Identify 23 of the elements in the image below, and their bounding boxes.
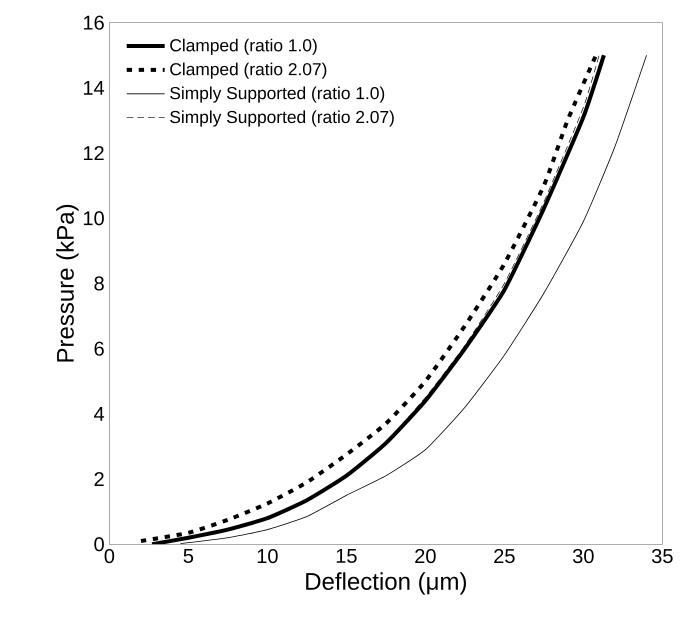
y-tick-label: 14 [84,81,104,95]
x-tick-label: 30 [572,548,594,564]
x-tick-label: 35 [652,548,673,564]
y-tick-label: 8 [94,276,104,291]
x-tick-label: 5 [184,548,194,563]
y-tick-label: 6 [94,342,104,356]
legend-label: Clamped (ratio 1.0) [170,38,317,55]
y-tick-label: 16 [84,16,104,30]
y-axis-title: Pressure (kPa) [56,204,79,362]
x-tick-label: 10 [258,548,278,564]
legend-label: Simply Supported (ratio 1.0) [170,86,384,103]
x-tick-label: 20 [415,548,436,564]
y-tick-label: 0 [94,537,104,552]
y-tick-label: 4 [94,406,104,421]
y-tick-label: 12 [84,146,104,160]
x-tick-label: 25 [494,548,515,564]
x-tick-label: 0 [104,548,114,564]
x-tick-label: 15 [336,548,357,563]
x-axis-title: Deflection (μm) [306,572,466,595]
y-tick-label: 2 [94,472,104,486]
legend-label: Simply Supported (ratio 2.07) [170,110,394,127]
y-tick-label: 10 [84,211,104,226]
legend-label: Clamped (ratio 2.07) [170,62,326,79]
